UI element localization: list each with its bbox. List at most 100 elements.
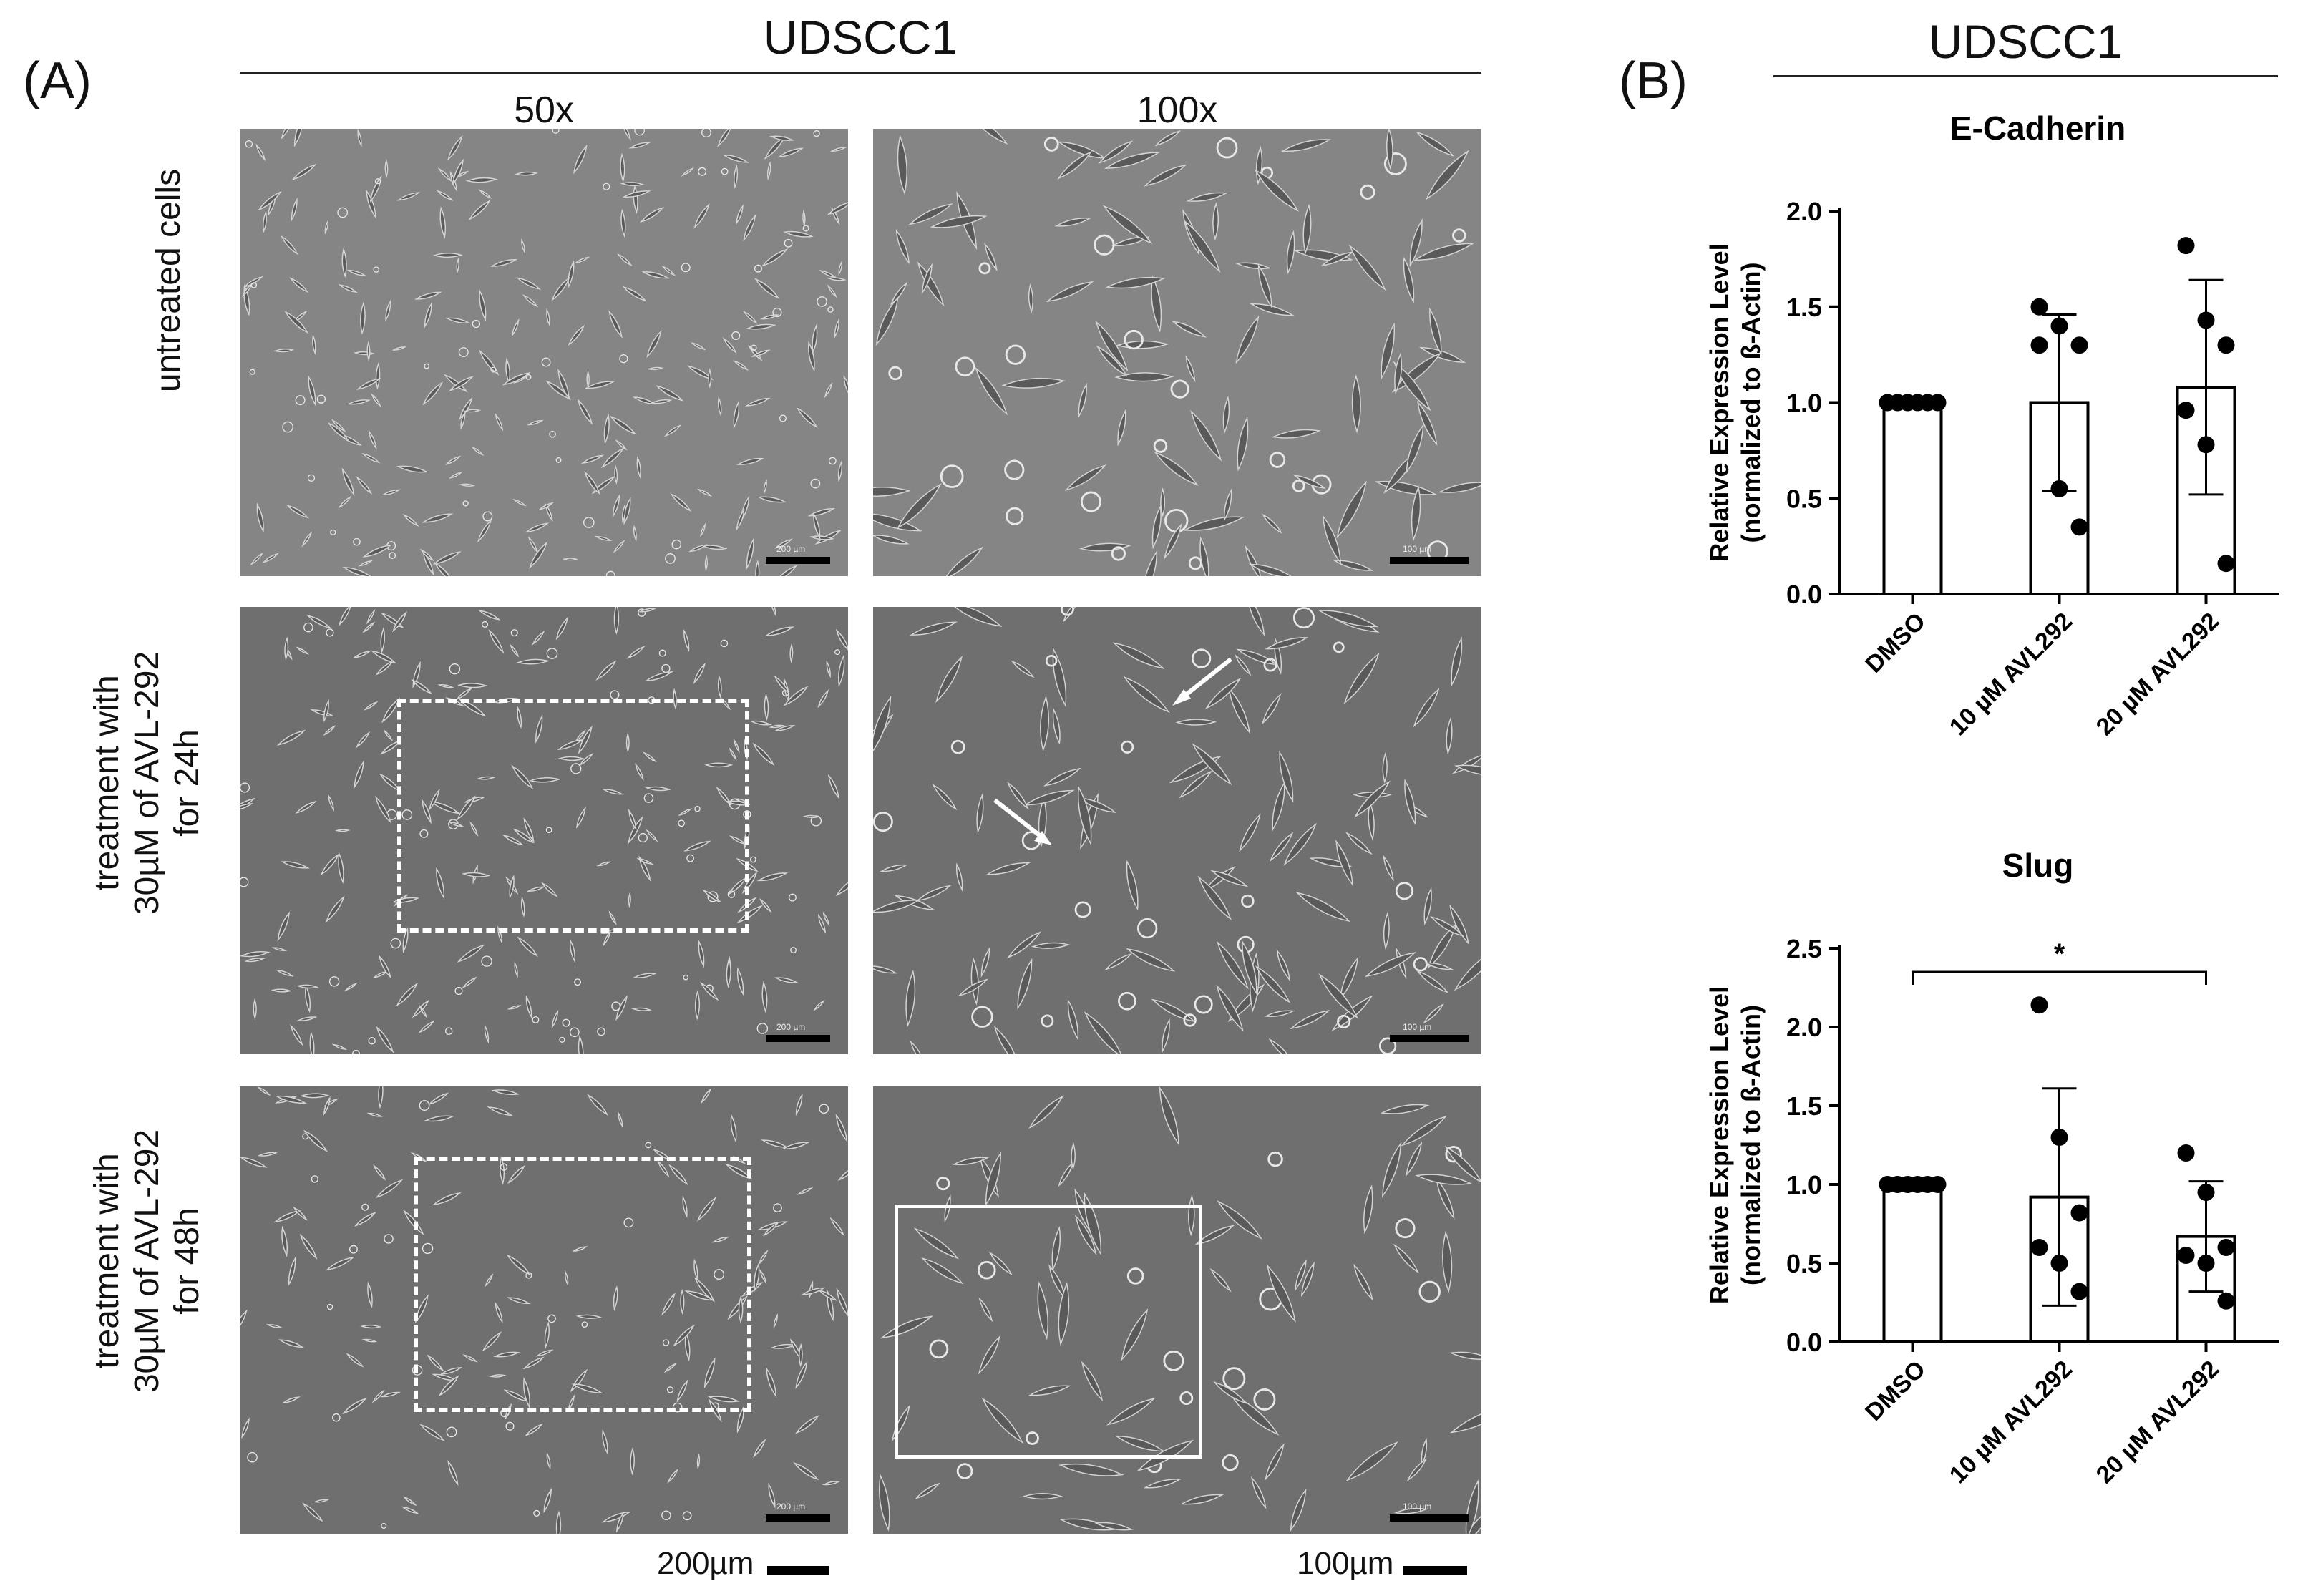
- y-tick-label: 1.0: [1786, 389, 1822, 418]
- round-cell: [390, 938, 401, 949]
- spindle-cell: [429, 788, 440, 811]
- spindle-cell: [827, 202, 848, 215]
- spindle-cell: [1262, 693, 1282, 725]
- spindle-cell: [263, 210, 267, 233]
- arrow-icon: [993, 798, 1046, 842]
- spindle-cell: [1058, 1281, 1070, 1346]
- spindle-cell: [258, 190, 282, 211]
- spindle-cell: [1204, 678, 1242, 710]
- round-cell: [819, 1104, 829, 1114]
- round-cell: [282, 421, 293, 433]
- round-cell: [694, 806, 701, 812]
- row-label-line: for 24h: [168, 729, 206, 837]
- spindle-cell: [985, 1151, 1001, 1207]
- spindle-cell: [704, 555, 708, 572]
- spindle-cell: [366, 608, 376, 625]
- spindle-cell: [447, 1459, 459, 1486]
- spindle-cell: [275, 1095, 307, 1104]
- spindle-cell: [646, 829, 658, 842]
- spindle-cell: [1292, 475, 1326, 489]
- spindle-cell: [375, 362, 381, 390]
- spindle-cell: [702, 889, 722, 903]
- y-axis-label-line: Relative Expression Level: [1705, 243, 1734, 561]
- cell-texture: [873, 129, 1481, 576]
- round-cell: [611, 1001, 621, 1011]
- spindle-cell: [616, 1512, 624, 1533]
- spindle-cell: [1425, 150, 1469, 200]
- spindle-cell: [1081, 1361, 1104, 1402]
- spindle-cell: [635, 763, 644, 781]
- spindle-cell: [341, 247, 347, 278]
- spindle-cell: [758, 1249, 769, 1265]
- round-cell: [490, 366, 497, 373]
- spindle-cell: [436, 190, 454, 201]
- spindle-cell: [608, 910, 617, 925]
- spindle-cell: [402, 927, 409, 954]
- spindle-cell: [770, 1343, 797, 1349]
- spindle-cell: [1077, 797, 1117, 814]
- x-tick-label: DMSO: [1860, 1356, 1931, 1426]
- spindle-cell: [1096, 345, 1128, 377]
- spindle-cell: [535, 1349, 554, 1357]
- x-tick-label: 10 µM AVL292: [1944, 608, 2078, 741]
- round-cell: [541, 357, 551, 367]
- spindle-cell: [375, 660, 394, 676]
- round-cell: [330, 529, 336, 536]
- spindle-cell: [661, 265, 676, 276]
- spindle-cell: [320, 853, 340, 876]
- spindle-cell: [586, 370, 590, 389]
- round-cell: [977, 1260, 996, 1280]
- round-cell: [481, 955, 492, 967]
- spindle-cell: [1411, 485, 1421, 542]
- spindle-cell: [1058, 1161, 1074, 1187]
- spindle-cell: [419, 1004, 428, 1018]
- spindle-cell: [557, 369, 570, 400]
- spindle-cell: [822, 1481, 841, 1486]
- round-cell: [1269, 452, 1286, 468]
- inset-scale-label: 200 µm: [776, 1502, 806, 1512]
- spindle-cell: [754, 278, 780, 300]
- spindle-cell: [525, 995, 532, 1019]
- spindle-cell: [331, 419, 346, 433]
- spindle-cell: [538, 502, 554, 510]
- spindle-cell: [1022, 1493, 1063, 1500]
- round-cell: [1094, 234, 1115, 256]
- spindle-cell: [708, 368, 712, 389]
- spindle-cell: [571, 1383, 603, 1394]
- spindle-cell: [456, 257, 459, 274]
- spindle-cell: [520, 896, 525, 918]
- round-cell: [658, 649, 666, 657]
- spindle-cell: [277, 911, 290, 942]
- round-cell: [419, 1100, 430, 1111]
- spindle-cell: [1051, 1226, 1061, 1272]
- spindle-cell: [827, 277, 847, 281]
- spindle-cell: [243, 276, 263, 288]
- cell-texture: [240, 1086, 848, 1534]
- spindle-cell: [1183, 516, 1245, 531]
- round-cell: [1163, 1350, 1184, 1371]
- spindle-cell: [463, 409, 482, 413]
- round-cell: [643, 793, 654, 803]
- spindle-cell: [1171, 320, 1207, 338]
- spindle-cell: [1271, 429, 1321, 439]
- round-cell: [326, 628, 334, 637]
- spindle-cell: [1239, 813, 1261, 852]
- spindle-cell: [644, 671, 673, 682]
- spindle-cell: [1067, 998, 1079, 1041]
- data-point: [2070, 1204, 2088, 1222]
- spindle-cell: [516, 658, 550, 665]
- spindle-cell: [532, 631, 545, 646]
- spindle-cell: [757, 496, 787, 503]
- spindle-cell: [584, 470, 601, 495]
- spindle-cell: [551, 1009, 559, 1029]
- spindle-cell: [700, 522, 706, 537]
- spindle-cell: [1216, 984, 1244, 1032]
- spindle-cell: [424, 301, 432, 329]
- region-of-interest-box: [397, 699, 749, 933]
- spindle-cell: [509, 875, 515, 900]
- spindle-cell: [1336, 480, 1367, 539]
- spindle-cell: [1011, 660, 1035, 678]
- spindle-cell: [873, 513, 922, 532]
- spindle-cell: [1446, 716, 1453, 755]
- spindle-cell: [827, 284, 837, 298]
